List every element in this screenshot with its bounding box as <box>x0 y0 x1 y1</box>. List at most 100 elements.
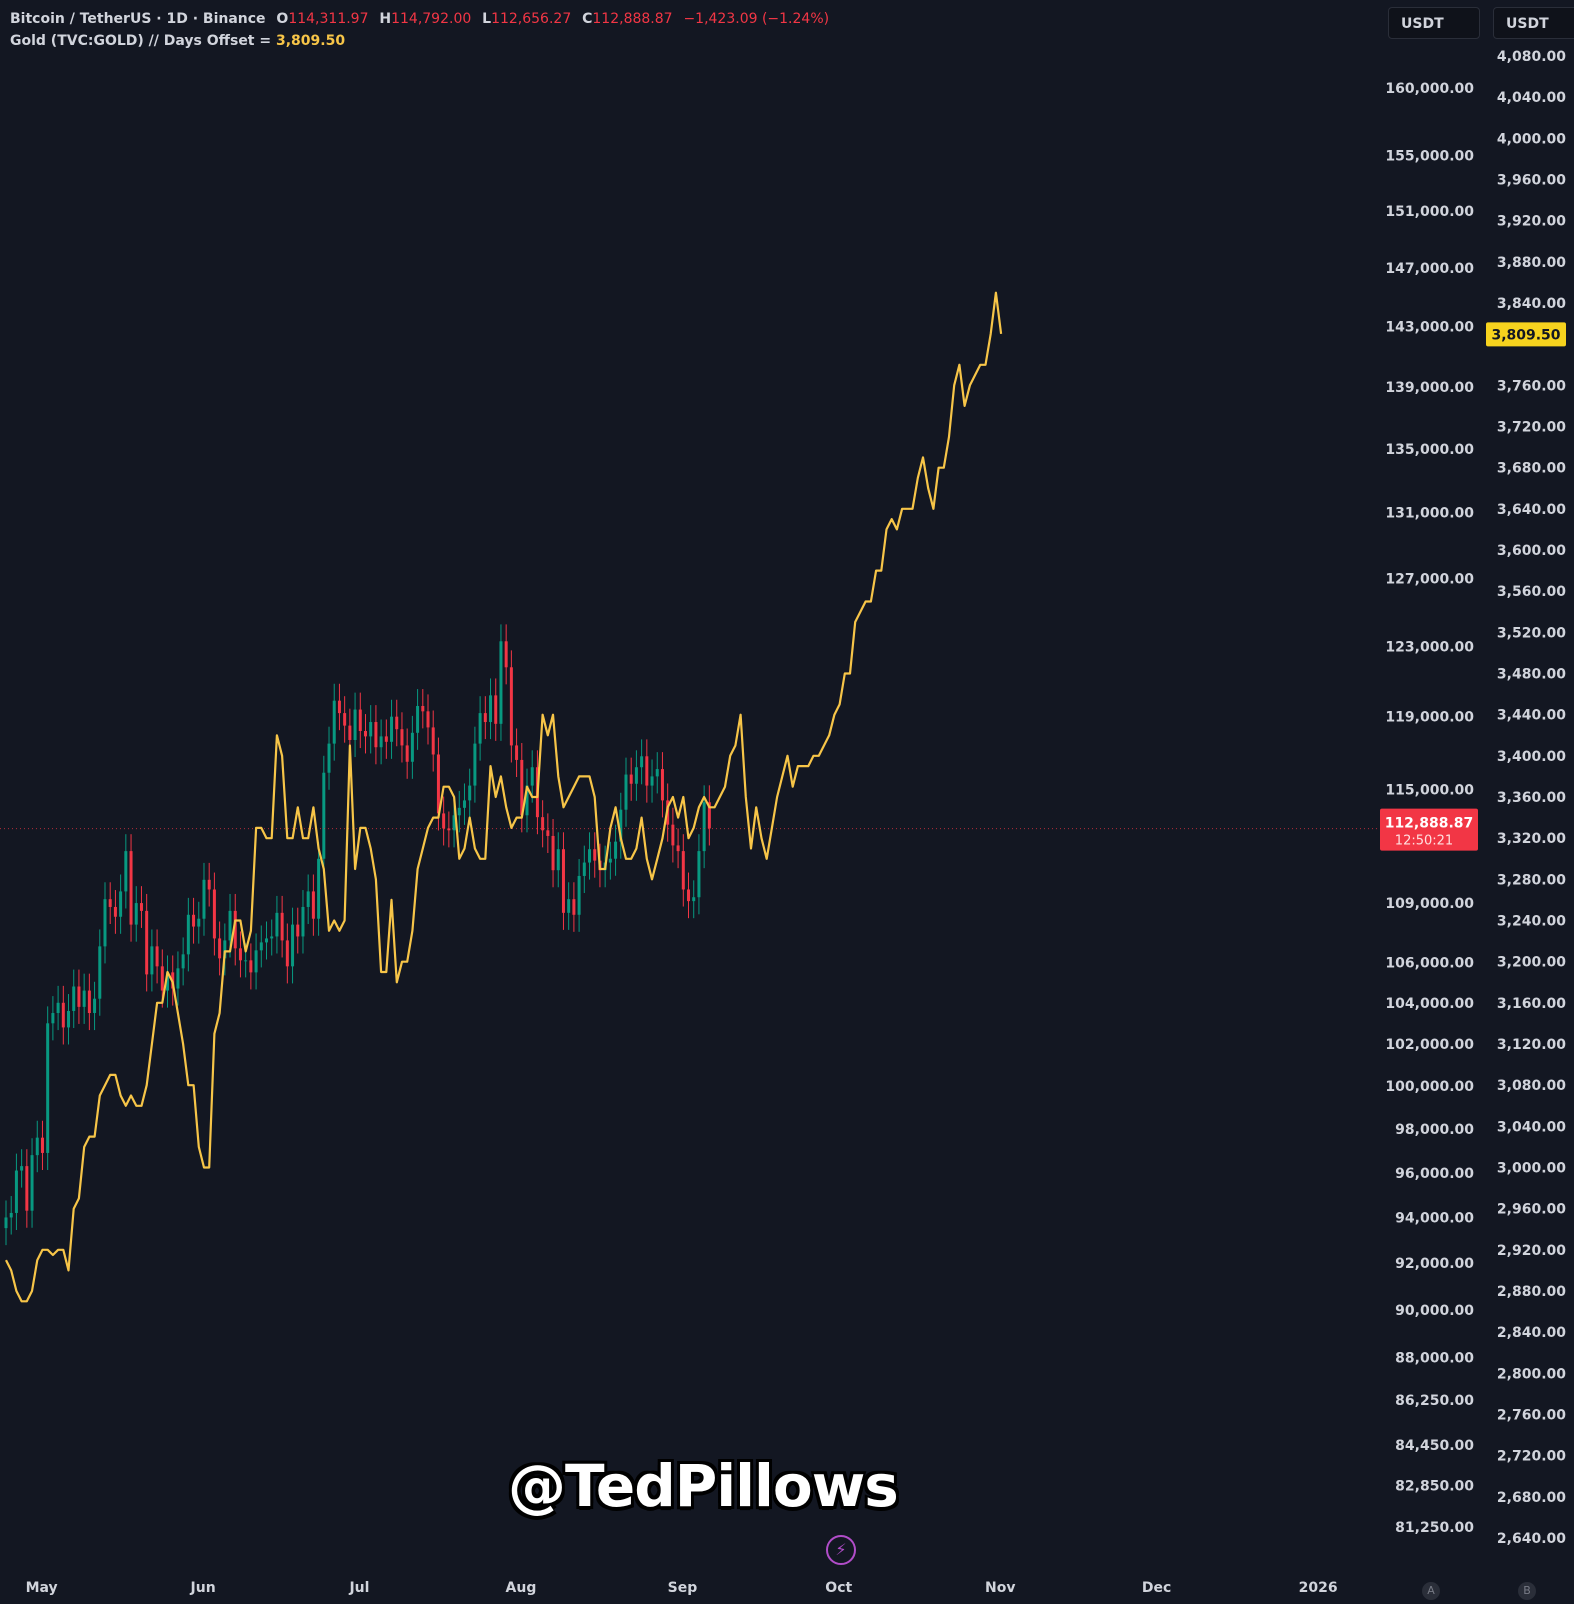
btc-candle-body <box>119 891 123 917</box>
btc-axis-tick-label: 115,000.00 <box>1385 782 1474 798</box>
close-key: C <box>582 11 593 27</box>
gold-axis-tick-label: 3,840.00 <box>1497 296 1566 312</box>
gold-axis-tick-label: 3,200.00 <box>1497 955 1566 971</box>
btc-candle-body <box>233 910 237 949</box>
btc-price-tag-value: 112,888.87 <box>1385 816 1474 832</box>
btc-candle-body <box>108 899 112 907</box>
btc-candle-body <box>30 1155 34 1211</box>
btc-axis-tick-label: 160,000.00 <box>1385 81 1474 97</box>
btc-candle-body <box>228 910 232 941</box>
scale-button-b[interactable]: B <box>1518 1582 1536 1600</box>
btc-candle-body <box>707 802 711 829</box>
btc-candle-body <box>301 906 305 937</box>
btc-candle-body <box>87 990 91 1014</box>
btc-candle-body <box>181 954 185 969</box>
low-value: 112,656.27 <box>491 11 572 27</box>
btc-candle-body <box>567 899 571 913</box>
gold-axis-tick-label: 4,080.00 <box>1497 49 1566 65</box>
btc-candle-body <box>676 845 680 852</box>
btc-candle-body <box>462 800 466 808</box>
btc-axis-tick-label: 84,450.00 <box>1395 1438 1474 1454</box>
btc-candle-body <box>244 960 248 962</box>
btc-candle-body <box>311 891 315 919</box>
chart-legend: Bitcoin / TetherUS · 1D · Binance O114,3… <box>10 8 829 52</box>
btc-candle-body <box>20 1166 24 1171</box>
gold-axis-tick-label: 3,320.00 <box>1497 831 1566 847</box>
gold-axis-tick-label: 3,920.00 <box>1497 214 1566 230</box>
btc-candle-body <box>405 745 409 762</box>
btc-unit-tab[interactable]: USDT <box>1388 7 1480 39</box>
btc-candle-body <box>556 849 560 871</box>
btc-candle-body <box>353 709 357 740</box>
btc-candle-body <box>640 756 644 768</box>
scale-button-a[interactable]: A <box>1422 1582 1440 1600</box>
btc-axis-tick-label: 139,000.00 <box>1385 380 1474 396</box>
gold-axis-tick-label: 3,120.00 <box>1497 1037 1566 1053</box>
btc-candle-body <box>671 824 675 846</box>
btc-candle-body <box>275 912 279 937</box>
gold-axis-tick-label: 4,040.00 <box>1497 90 1566 106</box>
gold-unit-tab[interactable]: USDT <box>1493 7 1574 39</box>
btc-candle-body <box>192 914 196 927</box>
btc-candle-body <box>103 899 107 947</box>
lightning-icon[interactable]: ⚡ <box>826 1535 856 1565</box>
x-tick-label: Aug <box>506 1580 537 1596</box>
btc-candle-body <box>468 785 472 801</box>
btc-candle-body <box>14 1170 18 1213</box>
gold-axis-tick-label: 3,040.00 <box>1497 1119 1566 1135</box>
gold-axis-tick-label: 2,760.00 <box>1497 1408 1566 1424</box>
btc-candle-body <box>35 1137 39 1156</box>
btc-candle-body <box>129 851 133 925</box>
btc-candle-body <box>348 725 352 740</box>
gold-axis-tick-label: 3,400.00 <box>1497 749 1566 765</box>
btc-axis-tick-label: 90,000.00 <box>1395 1303 1474 1319</box>
change-value: −1,423.09 (−1.24%) <box>683 11 830 27</box>
btc-axis-tick-label: 96,000.00 <box>1395 1166 1474 1182</box>
gold-axis-tick-label: 3,480.00 <box>1497 667 1566 683</box>
btc-candle-body <box>77 986 81 1007</box>
open-value: 114,311.97 <box>288 11 369 27</box>
btc-candle-body <box>619 809 623 842</box>
btc-candle-body <box>374 722 378 748</box>
btc-candle-body <box>358 709 362 731</box>
btc-candle-body <box>504 641 508 668</box>
btc-axis-tick-label: 86,250.00 <box>1395 1393 1474 1409</box>
gold-axis-tick-label: 3,520.00 <box>1497 625 1566 641</box>
btc-candle-body <box>212 889 216 939</box>
btc-candle-body <box>369 722 373 737</box>
btc-candle-body <box>218 938 222 959</box>
btc-axis-tick-label: 92,000.00 <box>1395 1256 1474 1272</box>
low-key: L <box>482 11 492 27</box>
overlay-label[interactable]: Gold (TVC:GOLD) // Days Offset = <box>10 33 276 49</box>
btc-candle-body <box>176 968 180 989</box>
btc-candle-body <box>634 767 638 784</box>
btc-axis-tick-label: 98,000.00 <box>1395 1122 1474 1138</box>
btc-candle-body <box>447 828 451 831</box>
btc-axis-tick-label: 104,000.00 <box>1385 996 1474 1012</box>
btc-candle-body <box>442 813 446 829</box>
btc-candle-body <box>40 1137 44 1153</box>
btc-candle-body <box>582 862 586 876</box>
btc-candle-body <box>520 759 524 816</box>
symbol-label[interactable]: Bitcoin / TetherUS · 1D · Binance <box>10 11 266 27</box>
btc-candle-body <box>431 727 435 755</box>
btc-candle-body <box>593 849 597 861</box>
btc-countdown: 12:50:21 <box>1395 834 1453 849</box>
btc-candle-body <box>436 754 440 814</box>
btc-candle-body <box>572 899 576 915</box>
btc-candle-body <box>702 802 706 852</box>
btc-axis-tick-label: 94,000.00 <box>1395 1210 1474 1226</box>
btc-candle-body <box>384 736 388 742</box>
x-tick-label: Dec <box>1142 1580 1171 1596</box>
gold-axis-tick-label: 3,160.00 <box>1497 996 1566 1012</box>
gold-axis-tick-label: 3,440.00 <box>1497 708 1566 724</box>
btc-candle-body <box>134 903 138 925</box>
btc-candle-body <box>124 851 128 892</box>
btc-candle-body <box>306 891 310 907</box>
btc-axis-tick-label: 155,000.00 <box>1385 148 1474 164</box>
btc-axis-tick-label: 81,250.00 <box>1395 1520 1474 1536</box>
btc-candle-body <box>588 849 592 863</box>
gold-axis-tick-label: 3,360.00 <box>1497 790 1566 806</box>
